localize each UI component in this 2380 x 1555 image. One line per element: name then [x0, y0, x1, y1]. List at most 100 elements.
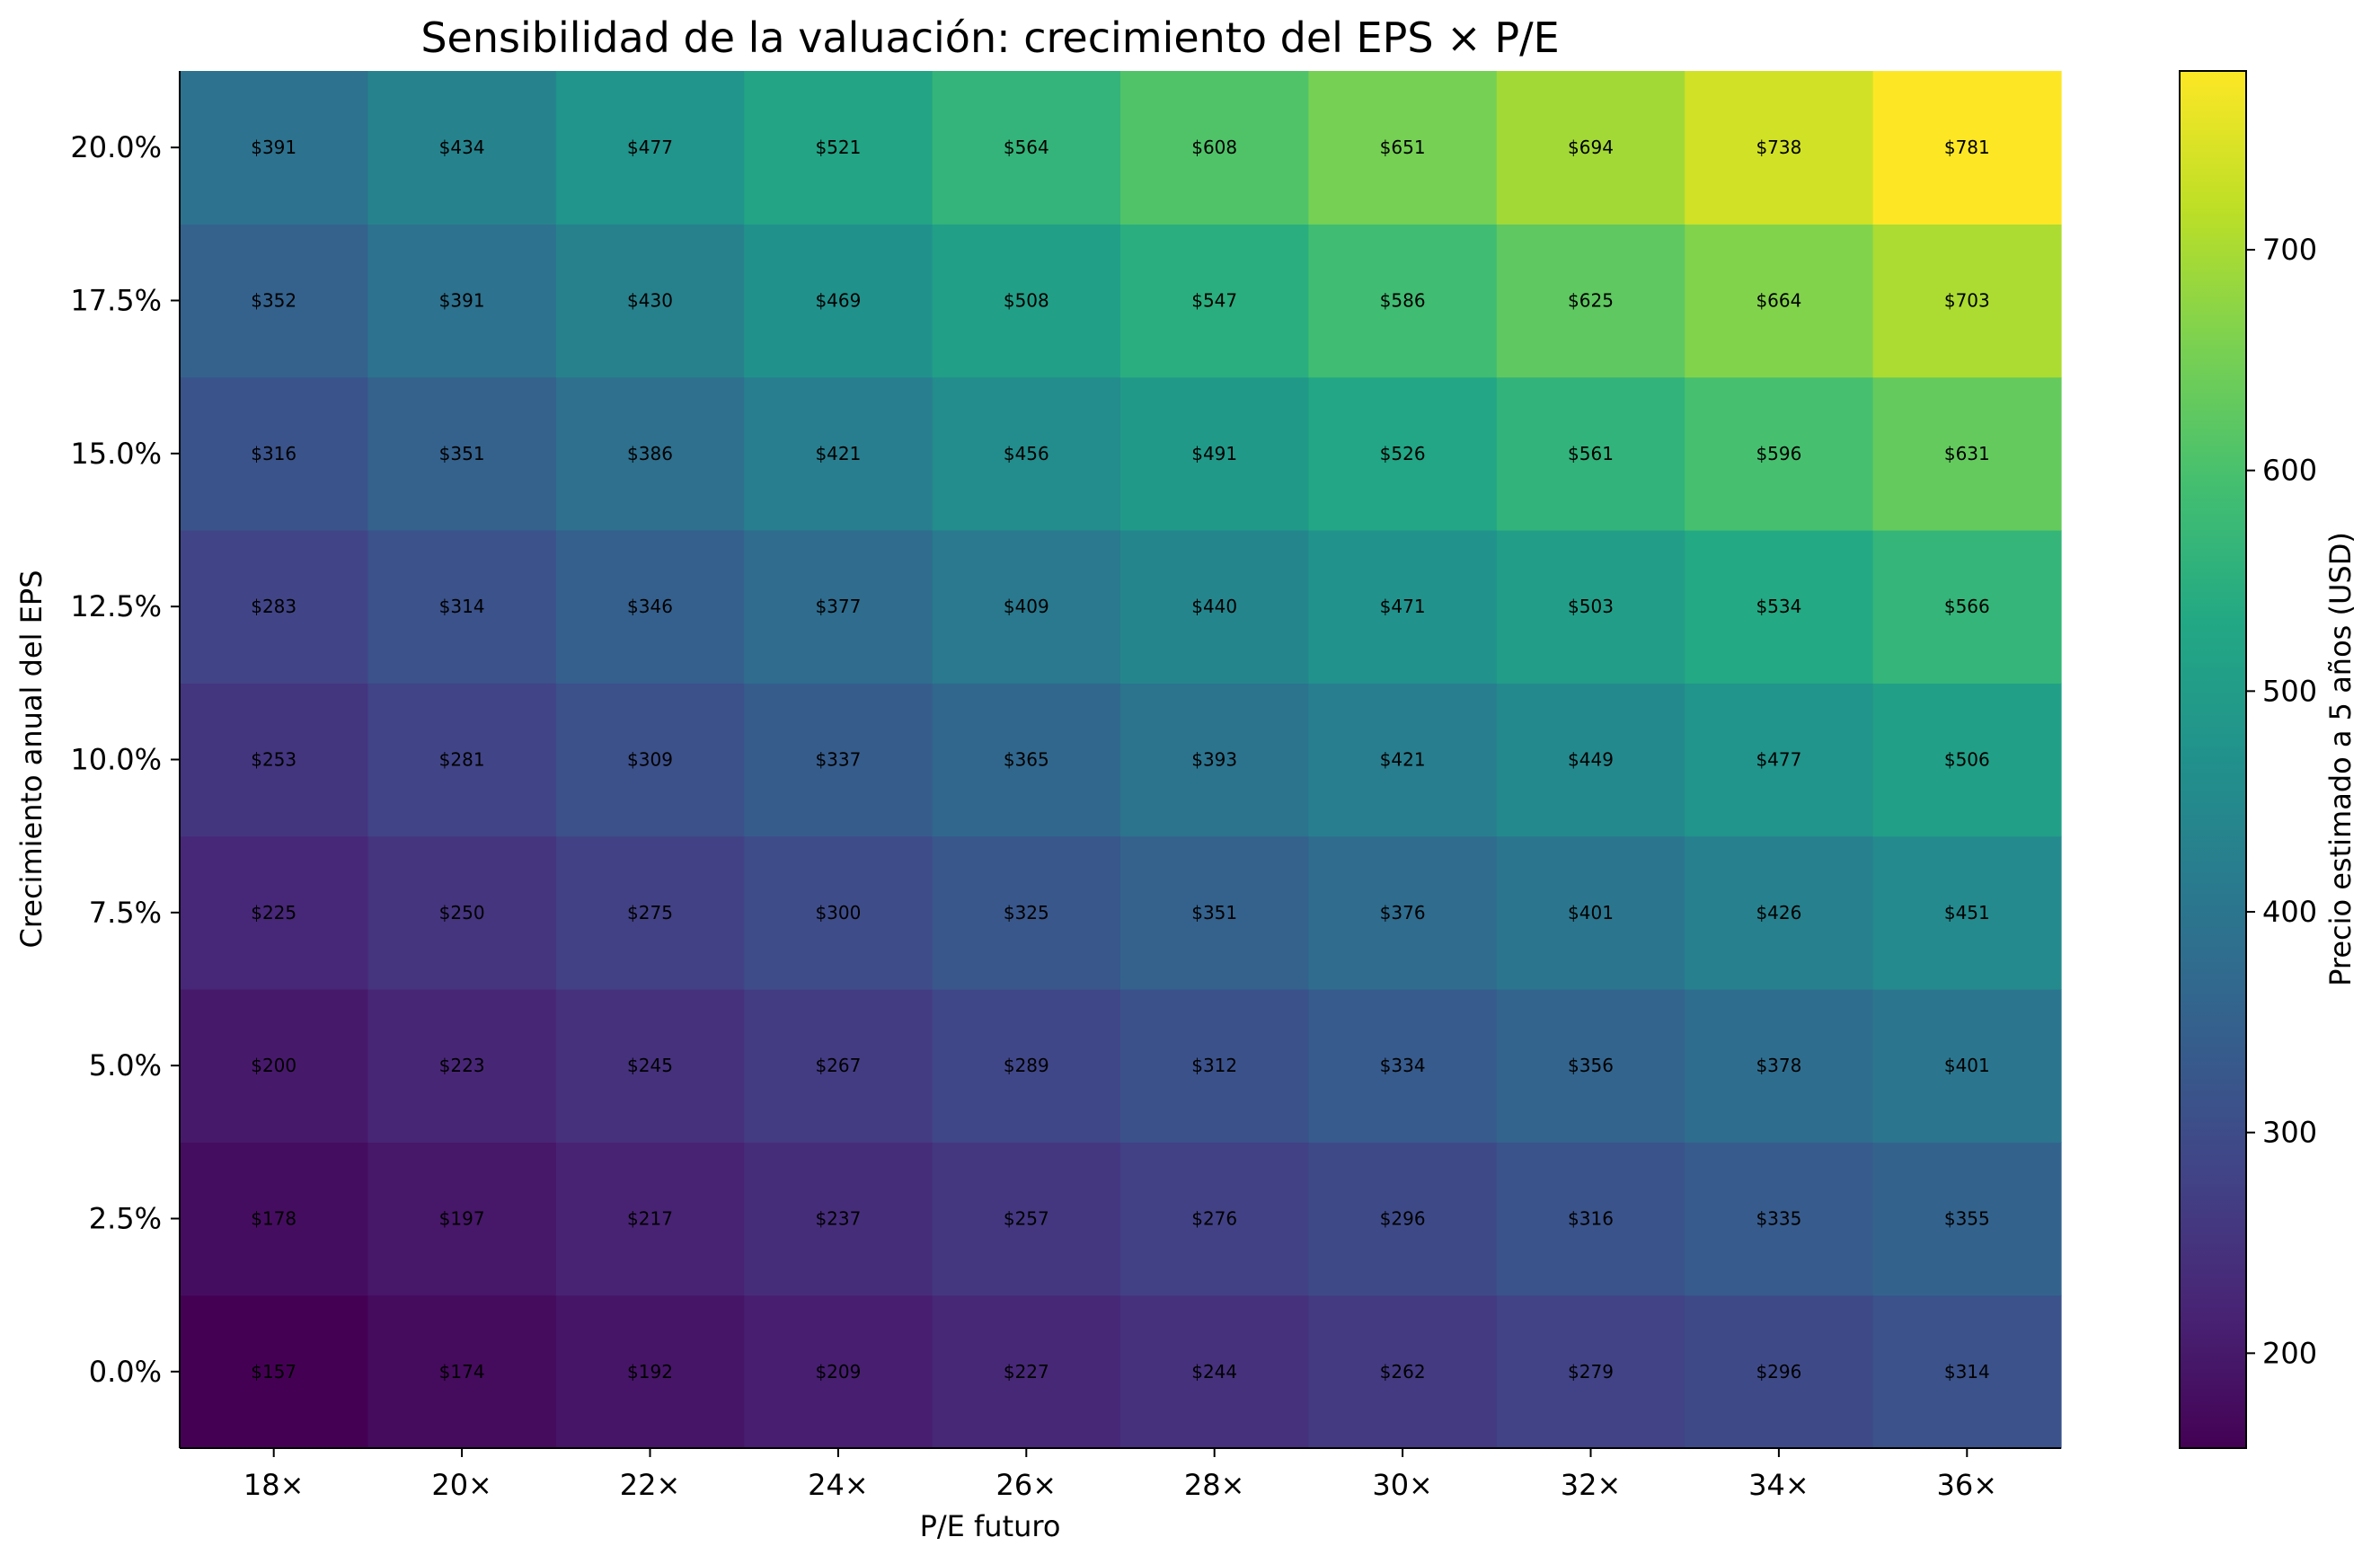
heatmap-cell [367, 71, 557, 225]
chart-title: Sensibilidad de la valuación: crecimient… [420, 13, 1559, 62]
heatmap-cell-label: $267 [815, 1055, 861, 1076]
heatmap-cell-label: $469 [815, 290, 861, 312]
heatmap-cell-label: $477 [627, 137, 673, 158]
heatmap-cell [367, 1294, 557, 1449]
heatmap-cell-label: $355 [1944, 1208, 1990, 1230]
heatmap-cell [1308, 989, 1498, 1143]
heatmap-cell-label: $386 [627, 443, 673, 464]
heatmap-cell [555, 224, 745, 378]
heatmap-cell [1120, 1142, 1309, 1296]
heatmap-cell-label: $314 [1944, 1361, 1990, 1383]
heatmap-cell-label: $440 [1191, 596, 1237, 617]
heatmap-cell [1308, 71, 1498, 225]
heatmap-cell [1308, 224, 1498, 378]
heatmap-cell-label: $477 [1756, 749, 1801, 771]
heatmap-cell-label: $209 [815, 1361, 861, 1383]
heatmap-cell [1685, 71, 1874, 225]
heatmap-cell [555, 71, 745, 225]
heatmap-cell [1496, 1142, 1685, 1296]
heatmap-cell-label: $393 [1191, 749, 1237, 771]
heatmap-cell [1872, 376, 2062, 531]
heatmap-cell-label: $491 [1191, 443, 1237, 464]
heatmap-cell [367, 683, 557, 837]
colorbar-label: Precio estimado a 5 años (USD) [2323, 532, 2358, 986]
heatmap-cell-label: $738 [1756, 137, 1801, 158]
heatmap-cell-label: $296 [1380, 1208, 1426, 1230]
heatmap-cell-label: $335 [1756, 1208, 1801, 1230]
x-tick-label: 20× [431, 1468, 492, 1502]
heatmap-cell [555, 1294, 745, 1449]
heatmap-cell [1308, 835, 1498, 990]
x-axis-label: P/E futuro [920, 1509, 1061, 1543]
heatmap-cell [180, 1294, 368, 1449]
heatmap-cell [744, 71, 933, 225]
heatmap-cell [1872, 71, 2062, 225]
heatmap-cell [1496, 683, 1685, 837]
heatmap-cell-label: $346 [627, 596, 673, 617]
heatmap-cell [1496, 835, 1685, 990]
heatmap-cell [1685, 1142, 1874, 1296]
heatmap-cell-label: $174 [439, 1361, 485, 1383]
heatmap-cell-label: $651 [1380, 137, 1426, 158]
heatmap-cell-label: $237 [815, 1208, 861, 1230]
heatmap-cell [367, 376, 557, 531]
heatmap-cell [555, 989, 745, 1143]
heatmap-cell [367, 530, 557, 684]
heatmap-cell-label: $521 [815, 137, 861, 158]
heatmap-cell-label: $223 [439, 1055, 485, 1076]
heatmap-cell [1308, 376, 1498, 531]
heatmap-cell-label: $227 [1004, 1361, 1049, 1383]
heatmap-cell [180, 376, 368, 531]
x-tick-label: 36× [1937, 1468, 1998, 1502]
heatmap-cell-label: $625 [1568, 290, 1614, 312]
heatmap-cell [555, 683, 745, 837]
y-tick-label: 17.5% [70, 284, 162, 318]
heatmap-cell-label: $508 [1004, 290, 1049, 312]
heatmap-cell-label: $430 [627, 290, 673, 312]
heatmap-cell-label: $300 [815, 902, 861, 923]
heatmap-cell [1308, 530, 1498, 684]
heatmap-cell [1496, 224, 1685, 378]
heatmap-cell [1685, 989, 1874, 1143]
heatmap-cell [1496, 1294, 1685, 1449]
heatmap-cell [932, 71, 1121, 225]
heatmap-cell-labels: $157 $174 $192 $209 $227 $244 $262 $279 $296 $314… [251, 137, 1990, 1383]
x-axis-ticks: 18× 20× 22× 24× 26× 28× 30× 32× 34× 36× [243, 1448, 1997, 1502]
heatmap-cell [555, 835, 745, 990]
heatmap-cell-label: $365 [1004, 749, 1049, 771]
heatmap-cell [1120, 835, 1309, 990]
heatmap-cell [1685, 376, 1874, 531]
heatmap-cell [932, 376, 1121, 531]
heatmap-cell-label: $296 [1756, 1361, 1801, 1383]
heatmap-cell [180, 989, 368, 1143]
heatmap-cell-label: $391 [251, 137, 296, 158]
heatmap-cell-label: $409 [1004, 596, 1049, 617]
heatmap-cell-label: $337 [815, 749, 861, 771]
heatmap-cell-label: $376 [1380, 902, 1426, 923]
heatmap-cell [1685, 1294, 1874, 1449]
x-tick-label: 28× [1184, 1468, 1245, 1502]
heatmap-cell-label: $434 [439, 137, 485, 158]
heatmap-cell-label: $664 [1756, 290, 1801, 312]
colorbar-ticks: 200 300 400 500 600 700 [2246, 233, 2317, 1370]
x-tick-label: 30× [1372, 1468, 1433, 1502]
colorbar-tick-label: 700 [2262, 233, 2317, 267]
heatmap-cell-label: $283 [251, 596, 296, 617]
heatmap-cell-label: $351 [439, 443, 485, 464]
heatmap-cell-label: $250 [439, 902, 485, 923]
y-tick-label: 20.0% [70, 130, 162, 164]
heatmap-cell [1496, 376, 1685, 531]
heatmap-cell-label: $197 [439, 1208, 485, 1230]
heatmap-cell [1872, 683, 2062, 837]
heatmap-cell [180, 224, 368, 378]
heatmap-cell-label: $426 [1756, 902, 1801, 923]
heatmap-cell-label: $275 [627, 902, 673, 923]
heatmap-cell [367, 224, 557, 378]
x-tick-label: 32× [1561, 1468, 1622, 1502]
heatmap-cell [1120, 530, 1309, 684]
heatmap-cell [180, 683, 368, 837]
x-tick-label: 34× [1748, 1468, 1809, 1502]
heatmap-cell-label: $566 [1944, 596, 1990, 617]
heatmap-cell [1872, 1294, 2062, 1449]
heatmap-cell [180, 1142, 368, 1296]
